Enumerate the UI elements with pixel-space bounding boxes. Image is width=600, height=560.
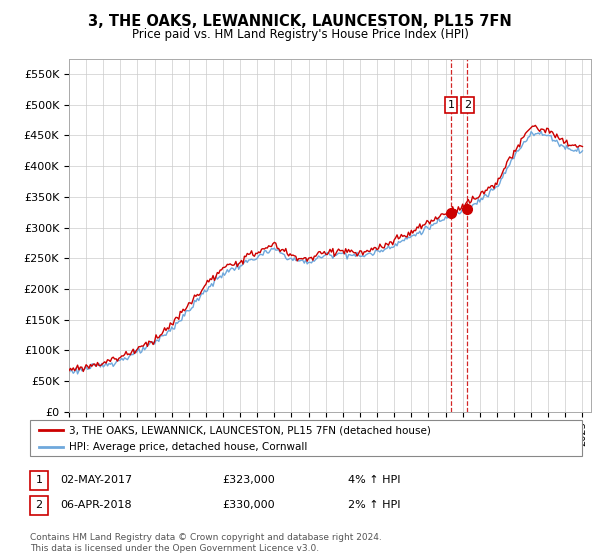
Text: 06-APR-2018: 06-APR-2018 [60,500,131,510]
Text: 2: 2 [35,500,43,510]
Text: 1: 1 [35,475,43,486]
Text: HPI: Average price, detached house, Cornwall: HPI: Average price, detached house, Corn… [69,442,307,452]
Text: 3, THE OAKS, LEWANNICK, LAUNCESTON, PL15 7FN: 3, THE OAKS, LEWANNICK, LAUNCESTON, PL15… [88,14,512,29]
Text: 2% ↑ HPI: 2% ↑ HPI [348,500,401,510]
Text: 02-MAY-2017: 02-MAY-2017 [60,475,132,486]
Text: Contains HM Land Registry data © Crown copyright and database right 2024.
This d: Contains HM Land Registry data © Crown c… [30,533,382,553]
Text: 3, THE OAKS, LEWANNICK, LAUNCESTON, PL15 7FN (detached house): 3, THE OAKS, LEWANNICK, LAUNCESTON, PL15… [69,425,431,435]
Text: Price paid vs. HM Land Registry's House Price Index (HPI): Price paid vs. HM Land Registry's House … [131,28,469,41]
Text: 4% ↑ HPI: 4% ↑ HPI [348,475,401,486]
Text: £330,000: £330,000 [222,500,275,510]
Text: £323,000: £323,000 [222,475,275,486]
Text: 1: 1 [448,100,455,110]
Text: 2: 2 [464,100,471,110]
